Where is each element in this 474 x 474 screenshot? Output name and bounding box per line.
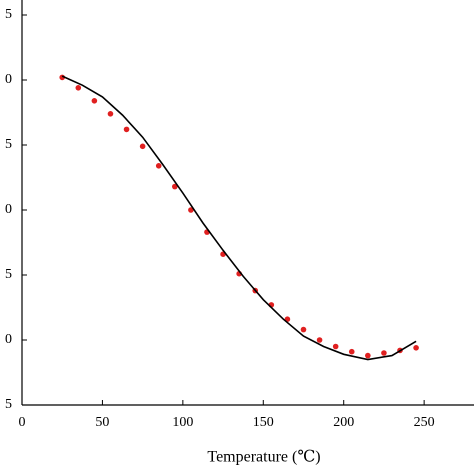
data-point (300, 326, 307, 333)
x-tick-label: 150 (253, 415, 274, 430)
data-point (123, 126, 130, 133)
data-point (381, 350, 387, 356)
data-point (155, 163, 162, 169)
x-tick-label: 100 (172, 415, 193, 430)
data-point (316, 337, 323, 343)
y-tick-label: 5 (5, 137, 12, 152)
data-point (332, 343, 339, 350)
y-tick-label: 0 (5, 332, 12, 347)
data-point (348, 348, 355, 355)
data-point (107, 111, 114, 117)
x-tick-label: 0 (19, 415, 26, 430)
data-point (91, 98, 98, 104)
y-tick-label: 0 (5, 202, 12, 217)
fit-line (61, 75, 417, 361)
data-point (188, 207, 194, 213)
x-axis-label: Temperature (℃) (207, 449, 320, 466)
data-point (139, 143, 146, 150)
y-tick-label: 5 (5, 267, 12, 282)
y-tick-label: 0 (5, 72, 12, 87)
data-point (365, 352, 371, 359)
x-tick-label: 200 (333, 415, 354, 430)
y-tick-label: 5 (5, 7, 12, 22)
x-tick-label: 50 (95, 415, 109, 430)
data-point (75, 85, 82, 91)
x-tick-label: 250 (414, 415, 435, 430)
data-point (413, 345, 419, 351)
data-point (172, 183, 178, 190)
y-tick-label: 5 (5, 397, 12, 412)
